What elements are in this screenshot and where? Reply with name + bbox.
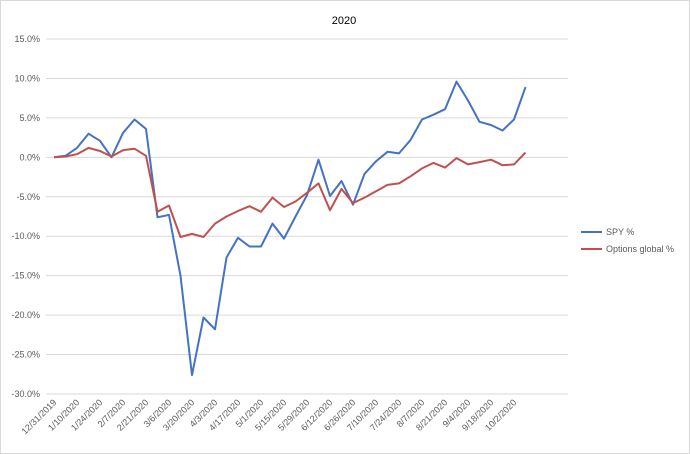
x-axis-tick-labels: 12/31/20191/10/20201/24/20202/7/20202/21… — [19, 397, 518, 436]
y-tick-label: -15.0% — [11, 271, 40, 281]
series-layer — [53, 80, 527, 377]
y-tick-label: -10.0% — [11, 231, 40, 241]
y-tick-label: -30.0% — [11, 389, 40, 399]
legend-label: SPY % — [606, 227, 634, 237]
series-line-options-global — [53, 146, 527, 238]
y-tick-label: 5.0% — [19, 113, 40, 123]
y-tick-label: 15.0% — [14, 34, 40, 44]
y-tick-label: -25.0% — [11, 350, 40, 360]
gridlines — [46, 38, 568, 395]
legend: SPY % Options global % — [581, 227, 674, 254]
legend-label: Options global % — [606, 244, 674, 254]
y-tick-label: 10.0% — [14, 73, 40, 83]
series-line-spy — [53, 80, 527, 377]
chart-title: 2020 — [332, 15, 356, 27]
y-tick-label: 0.0% — [19, 152, 40, 162]
y-axis-tick-labels: 15.0% 10.0% 5.0% 0.0% -5.0% -10.0% -15.0% -20.0… — [11, 34, 40, 399]
y-tick-label: -20.0% — [11, 310, 40, 320]
y-tick-label: -5.0% — [16, 192, 40, 202]
